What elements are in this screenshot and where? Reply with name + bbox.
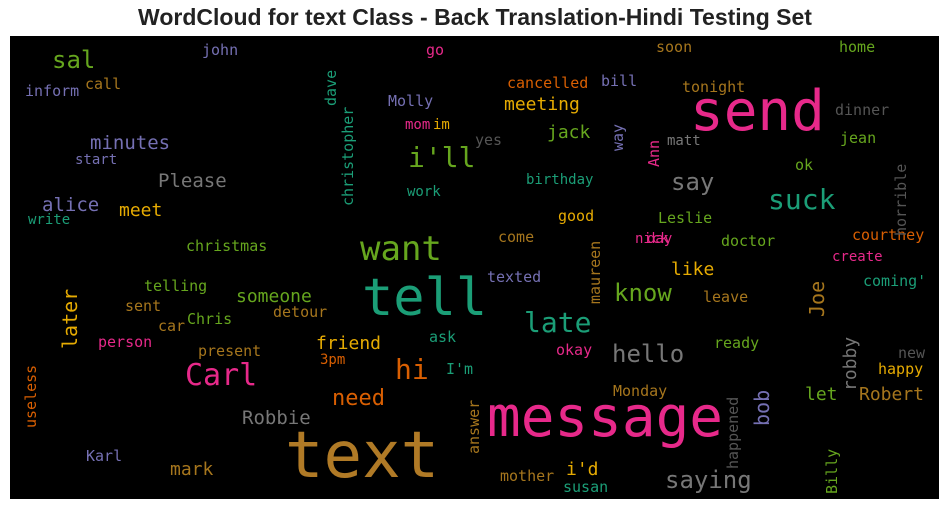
word-meet: meet: [119, 200, 163, 221]
word-john: john: [202, 41, 239, 59]
word-create: create: [832, 249, 883, 265]
word-leave: leave: [703, 288, 749, 306]
word-saying: saying: [665, 466, 752, 494]
word-someone: someone: [236, 286, 312, 307]
word-write: write: [28, 212, 71, 228]
word-late: late: [524, 306, 592, 339]
word-happened: happened: [724, 396, 742, 469]
word-molly: Molly: [388, 92, 434, 110]
word-call: call: [85, 75, 122, 93]
word-please: Please: [158, 170, 227, 192]
word-work: work: [407, 184, 441, 200]
word-matt: matt: [667, 133, 701, 149]
word-susan: susan: [563, 478, 609, 496]
word-monday: Monday: [613, 382, 668, 400]
word-text: text: [285, 419, 440, 493]
word-friend: friend: [316, 333, 382, 354]
word-horrible: horrible: [892, 163, 910, 236]
word-bob: bob: [750, 389, 774, 426]
word-send: send: [690, 79, 825, 144]
word-leslie: Leslie: [658, 209, 713, 227]
word-mom: mom: [405, 117, 431, 133]
word-sent: sent: [125, 297, 162, 315]
word-maureen: maureen: [586, 240, 604, 304]
word-suck: suck: [768, 183, 836, 216]
word-detour: detour: [273, 303, 328, 321]
word-telling: telling: [144, 277, 208, 295]
word-ready: ready: [714, 334, 760, 352]
word-joe: Joe: [805, 280, 829, 317]
word-start: start: [75, 152, 118, 168]
word-carl: Carl: [185, 358, 258, 393]
word-robby: robby: [840, 336, 861, 391]
word-doctor: doctor: [721, 232, 776, 250]
word-ask: ask: [429, 328, 457, 346]
word-ann: Ann: [645, 139, 663, 167]
word-billy: Billy: [823, 448, 841, 494]
word-tell: tell: [362, 268, 488, 328]
word-jack: jack: [547, 122, 591, 143]
word-home: home: [839, 38, 876, 56]
word-need: need: [332, 386, 385, 411]
word-let: let: [805, 384, 838, 405]
word-go: go: [426, 41, 445, 59]
word-want: want: [360, 229, 442, 269]
word-ok: ok: [795, 156, 814, 174]
word-dinner: dinner: [835, 101, 890, 119]
word-robert: Robert: [859, 384, 925, 405]
word-cloud-canvas: text message send tell want Carl suck i'll late h…: [10, 36, 939, 499]
word-im: im: [433, 117, 450, 133]
word-bill: bill: [601, 72, 638, 90]
word-im2: I'm: [446, 360, 474, 378]
word-sal: sal: [52, 46, 96, 74]
chart-title: WordCloud for text Class - Back Translat…: [138, 4, 812, 30]
word-yes: yes: [475, 131, 503, 149]
word-christopher: christopher: [339, 106, 357, 206]
word-cancelled: cancelled: [507, 74, 589, 92]
word-way: way: [609, 123, 627, 151]
word-okay: okay: [556, 341, 593, 359]
word-later: later: [58, 288, 82, 349]
word-3pm: 3pm: [320, 352, 346, 368]
word-coming: coming': [863, 272, 927, 290]
word-soon: soon: [656, 38, 693, 56]
word-chris: Chris: [187, 310, 233, 328]
word-message: message: [487, 385, 724, 450]
word-present: present: [198, 342, 262, 360]
word-person: person: [98, 333, 153, 351]
word-hello: hello: [612, 340, 685, 368]
word-mark: mark: [170, 459, 214, 480]
word-like: like: [671, 259, 715, 280]
word-christmas: christmas: [186, 237, 268, 255]
word-minutes: minutes: [90, 132, 171, 154]
word-jean: jean: [840, 129, 877, 147]
word-car: car: [158, 317, 186, 335]
word-come: come: [498, 228, 535, 246]
word-ill: i'll: [408, 141, 476, 174]
word-inform: inform: [25, 82, 80, 100]
word-karl: Karl: [86, 447, 123, 465]
word-tonight: tonight: [682, 78, 746, 96]
word-day: day: [647, 231, 673, 247]
word-meeting: meeting: [504, 94, 580, 115]
word-know: know: [614, 279, 672, 307]
word-nick: nick: [635, 231, 669, 247]
word-birthday: birthday: [526, 172, 594, 188]
word-dave: dave: [322, 69, 340, 106]
word-robbie: Robbie: [242, 407, 311, 429]
word-hi: hi: [395, 353, 429, 386]
word-mother: mother: [500, 467, 555, 485]
word-happy: happy: [878, 360, 924, 378]
word-good: good: [558, 207, 595, 225]
word-alice: alice: [42, 194, 100, 216]
word-id: i'd: [566, 459, 599, 480]
word-new: new: [898, 344, 926, 362]
word-texted: texted: [487, 268, 542, 286]
word-useless: useless: [22, 364, 40, 428]
word-courtney: courtney: [852, 226, 925, 244]
word-say: say: [671, 168, 715, 196]
word-answer: answer: [465, 399, 483, 454]
